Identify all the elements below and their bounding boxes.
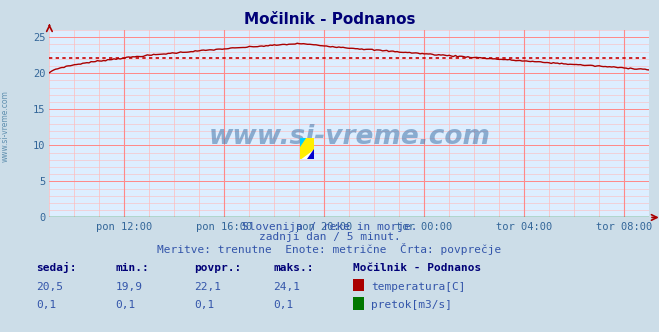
- Text: 19,9: 19,9: [115, 282, 142, 291]
- Text: 20,5: 20,5: [36, 282, 63, 291]
- Text: Močilnik - Podnanos: Močilnik - Podnanos: [353, 263, 481, 273]
- Polygon shape: [307, 148, 314, 159]
- Text: Močilnik - Podnanos: Močilnik - Podnanos: [244, 12, 415, 27]
- Text: 0,1: 0,1: [115, 300, 136, 310]
- Text: min.:: min.:: [115, 263, 149, 273]
- Polygon shape: [300, 138, 314, 159]
- Text: www.si-vreme.com: www.si-vreme.com: [1, 90, 10, 162]
- Text: 0,1: 0,1: [273, 300, 294, 310]
- Text: www.si-vreme.com: www.si-vreme.com: [208, 124, 490, 150]
- Text: pretok[m3/s]: pretok[m3/s]: [371, 300, 452, 310]
- Text: 0,1: 0,1: [194, 300, 215, 310]
- Text: sedaj:: sedaj:: [36, 262, 76, 273]
- Text: zadnji dan / 5 minut.: zadnji dan / 5 minut.: [258, 232, 401, 242]
- Polygon shape: [300, 138, 307, 148]
- Text: 24,1: 24,1: [273, 282, 301, 291]
- Text: temperatura[C]: temperatura[C]: [371, 282, 465, 291]
- Text: Meritve: trenutne  Enote: metrične  Črta: povprečje: Meritve: trenutne Enote: metrične Črta: …: [158, 243, 501, 255]
- Text: 22,1: 22,1: [194, 282, 221, 291]
- Text: maks.:: maks.:: [273, 263, 314, 273]
- Text: povpr.:: povpr.:: [194, 263, 242, 273]
- Text: 0,1: 0,1: [36, 300, 57, 310]
- Text: Slovenija / reke in morje.: Slovenija / reke in morje.: [242, 222, 417, 232]
